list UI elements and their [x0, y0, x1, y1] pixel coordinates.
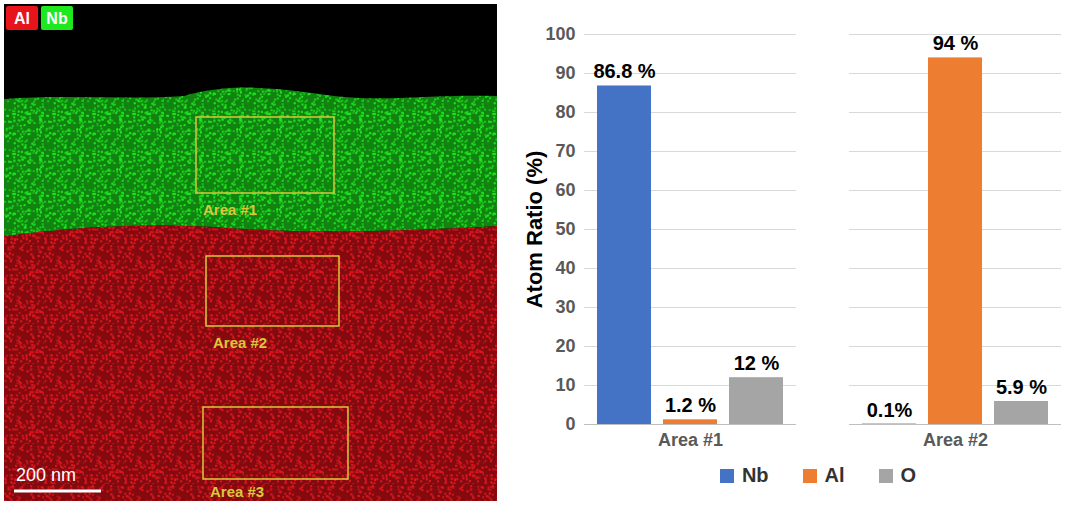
html-text:Al: Al [824, 464, 845, 486]
svg-text:Area #2: Area #2 [213, 334, 267, 351]
svg-text:0.1%: 0.1% [867, 399, 913, 421]
svg-text:200 nm: 200 nm [16, 465, 76, 485]
svg-text:12 %: 12 % [734, 352, 780, 374]
svg-text:50: 50 [555, 219, 575, 239]
svg-text:60: 60 [555, 180, 575, 200]
svg-text:20: 20 [555, 336, 575, 356]
svg-text:90: 90 [555, 63, 575, 83]
svg-text:86.8 %: 86.8 % [593, 60, 655, 82]
html-text:Nb: Nb [741, 464, 769, 486]
svg-text:1.2 %: 1.2 % [665, 394, 716, 416]
svg-text:Area #2: Area #2 [923, 430, 988, 450]
svg-text:Area #1: Area #1 [658, 430, 723, 450]
svg-text:Nb: Nb [46, 10, 68, 27]
svg-text:40: 40 [555, 258, 575, 278]
svg-text:94 %: 94 % [933, 32, 979, 54]
html-text:O: O [900, 464, 917, 486]
svg-text:100: 100 [545, 24, 575, 44]
svg-text:Area #1: Area #1 [203, 201, 257, 218]
svg-text:Area #3: Area #3 [210, 483, 264, 500]
svg-text:80: 80 [555, 102, 575, 122]
svg-text:70: 70 [555, 141, 575, 161]
svg-text:30: 30 [555, 297, 575, 317]
svg-text:0: 0 [565, 414, 575, 434]
svg-text:5.9 %: 5.9 % [996, 376, 1047, 398]
svg-text:Al: Al [14, 10, 30, 27]
svg-text:10: 10 [555, 375, 575, 395]
svg-text:Atom Ratio (%): Atom Ratio (%) [522, 151, 547, 309]
